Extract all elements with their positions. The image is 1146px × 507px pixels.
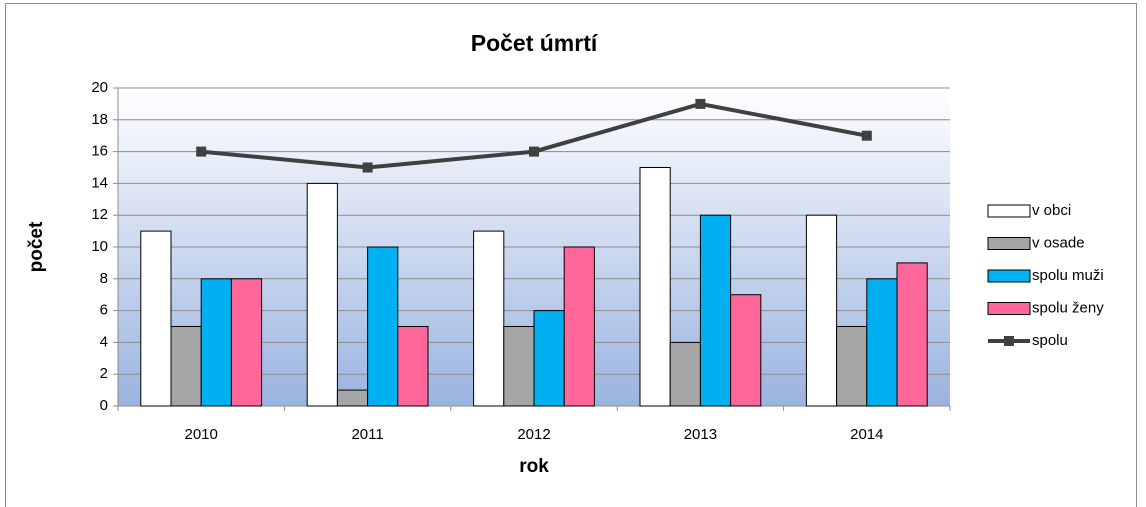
legend-swatch bbox=[987, 302, 1031, 315]
line-marker bbox=[695, 98, 706, 109]
bar bbox=[730, 294, 762, 407]
legend-swatch bbox=[987, 204, 1031, 218]
bar bbox=[836, 326, 868, 407]
bar bbox=[473, 230, 505, 407]
bar bbox=[397, 326, 429, 407]
bar bbox=[533, 310, 565, 407]
bar bbox=[639, 167, 671, 407]
bar bbox=[896, 262, 928, 407]
bar bbox=[200, 278, 232, 407]
legend-swatch bbox=[987, 269, 1031, 283]
y-tick-label: 20 bbox=[91, 79, 108, 96]
y-tick-label: 18 bbox=[91, 111, 108, 128]
bar bbox=[669, 341, 701, 407]
legend-label: spolu muži bbox=[1032, 267, 1104, 284]
y-tick-label: 4 bbox=[100, 333, 108, 350]
y-tick-label: 6 bbox=[100, 302, 108, 319]
y-tick-label: 14 bbox=[91, 174, 108, 191]
x-tick-label: 2013 bbox=[684, 426, 717, 443]
legend-label: v osade bbox=[1032, 234, 1085, 251]
y-tick-label: 0 bbox=[100, 397, 108, 414]
bar bbox=[140, 230, 172, 407]
bar bbox=[306, 182, 338, 407]
y-axis-label: počet bbox=[26, 221, 47, 272]
x-axis-label: rok bbox=[519, 456, 549, 477]
bar bbox=[367, 246, 399, 407]
legend-label: spolu ženy bbox=[1032, 299, 1104, 316]
bar bbox=[563, 246, 595, 407]
bar bbox=[230, 278, 263, 407]
y-tick-label: 16 bbox=[91, 143, 108, 160]
legend-swatch bbox=[987, 237, 1031, 250]
legend-label: v obci bbox=[1032, 202, 1071, 219]
line-marker bbox=[861, 130, 872, 141]
bar bbox=[336, 389, 369, 407]
line-marker bbox=[529, 146, 539, 157]
line-marker bbox=[196, 146, 207, 157]
legend-label: spolu bbox=[1032, 332, 1068, 349]
bar bbox=[699, 214, 732, 407]
x-tick-label: 2010 bbox=[185, 426, 218, 443]
bar bbox=[866, 278, 898, 407]
y-tick-label: 12 bbox=[91, 206, 108, 223]
bar bbox=[170, 326, 202, 407]
bar bbox=[503, 326, 535, 407]
x-tick-label: 2012 bbox=[517, 426, 550, 443]
bar bbox=[805, 214, 838, 407]
chart-title: Počet úmrtí bbox=[471, 30, 599, 56]
x-tick-label: 2014 bbox=[850, 426, 883, 443]
legend-marker bbox=[1004, 336, 1014, 346]
y-tick-label: 2 bbox=[100, 365, 108, 382]
x-tick-label: 2011 bbox=[351, 426, 383, 443]
y-tick-label: 8 bbox=[100, 270, 108, 287]
line-marker bbox=[362, 162, 373, 173]
y-tick-label: 10 bbox=[91, 238, 108, 255]
